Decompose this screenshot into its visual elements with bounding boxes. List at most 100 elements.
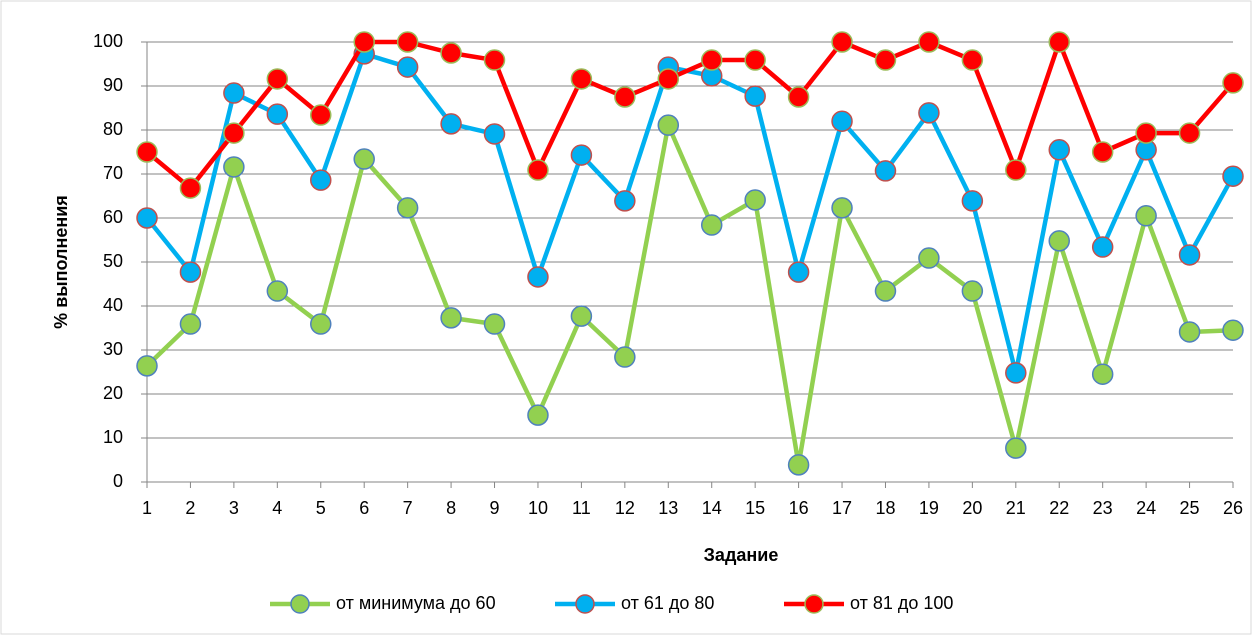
y-tick-label: 90 [103,75,123,95]
point-marker [1005,159,1027,181]
x-tick-label: 11 [572,498,591,518]
x-tick-label: 16 [789,498,809,518]
point-marker [874,280,897,302]
legend-marker [290,594,310,614]
point-marker [266,103,289,125]
y-tick-label: 30 [103,339,123,359]
point-marker [961,190,984,212]
point-marker [1091,363,1114,385]
point-marker [787,454,810,476]
x-tick-label: 6 [359,498,369,518]
y-tick-label: 100 [93,31,123,51]
point-marker [353,148,375,170]
y-tick-label: 40 [103,295,123,315]
point-marker [1135,205,1157,227]
point-marker [483,123,506,145]
point-marker [831,31,853,53]
point-marker [874,49,897,71]
x-tick-label: 3 [229,498,239,518]
point-marker [1091,236,1114,258]
point-marker [700,214,723,236]
point-marker [918,31,940,53]
point-marker [918,102,940,124]
point-marker [744,85,766,107]
legend-marker [575,594,595,614]
point-marker [1048,139,1070,161]
point-marker [483,49,506,71]
point-marker [961,280,984,302]
point-marker [527,266,549,288]
point-marker [440,42,462,64]
x-tick-label: 25 [1180,498,1200,518]
x-tick-label: 20 [962,498,982,518]
point-marker [1178,321,1201,343]
x-tick-label: 9 [490,498,500,518]
x-tick-label: 22 [1049,498,1069,518]
x-tick-label: 4 [272,498,282,518]
point-marker [1091,141,1114,163]
legend-marker [804,594,824,614]
series-line [145,39,1235,191]
y-tick-label: 80 [103,119,123,139]
point-marker [700,49,723,71]
point-marker [961,49,984,71]
point-marker [614,346,636,368]
point-marker [266,280,289,302]
point-marker [744,189,766,211]
point-marker [787,261,810,283]
x-tick-label: 7 [403,498,413,518]
point-marker [396,56,419,78]
point-marker [744,49,766,71]
point-marker [440,113,462,135]
legend-label: от 61 до 80 [621,593,714,613]
legend-label: от 81 до 100 [850,593,953,613]
point-marker [570,144,593,166]
point-marker [570,305,593,327]
point-marker [223,156,245,178]
point-marker [527,404,549,426]
point-marker [179,261,202,283]
x-tick-label: 19 [919,498,939,518]
point-marker [657,68,680,90]
y-tick-label: 60 [103,207,123,227]
x-tick-label: 8 [446,498,456,518]
point-marker [310,169,332,191]
point-marker [1222,72,1244,94]
point-marker [1222,165,1244,187]
point-marker [657,114,680,136]
point-marker [396,197,419,219]
point-marker [179,177,202,199]
x-tick-label: 24 [1136,498,1156,518]
point-marker [1048,31,1070,53]
point-marker [136,355,158,377]
x-tick-label: 21 [1006,498,1026,518]
legend-label: от минимума до 60 [336,593,496,613]
point-marker [440,307,462,329]
y-axis-label: % выполнения [51,195,71,329]
point-marker [1178,122,1201,144]
point-marker [396,31,419,53]
point-marker [483,313,506,335]
x-tick-label: 15 [745,498,765,518]
point-marker [1005,437,1027,459]
x-tick-label: 23 [1093,498,1113,518]
x-tick-label: 5 [316,498,326,518]
point-marker [266,68,289,90]
y-tick-label: 10 [103,427,123,447]
x-tick-label: 18 [875,498,895,518]
point-marker [136,207,158,229]
y-tick-label: 50 [103,251,123,271]
x-tick-label: 2 [185,498,195,518]
point-marker [1178,244,1201,266]
point-marker [1005,362,1027,384]
x-tick-label: 12 [615,498,635,518]
x-tick-label: 26 [1223,498,1243,518]
point-marker [136,141,158,163]
point-marker [1135,122,1157,144]
x-tick-label: 14 [702,498,722,518]
x-tick-label: 17 [832,498,852,518]
x-axis-label: Задание [704,545,779,565]
point-marker [874,160,897,182]
point-marker [223,82,245,104]
